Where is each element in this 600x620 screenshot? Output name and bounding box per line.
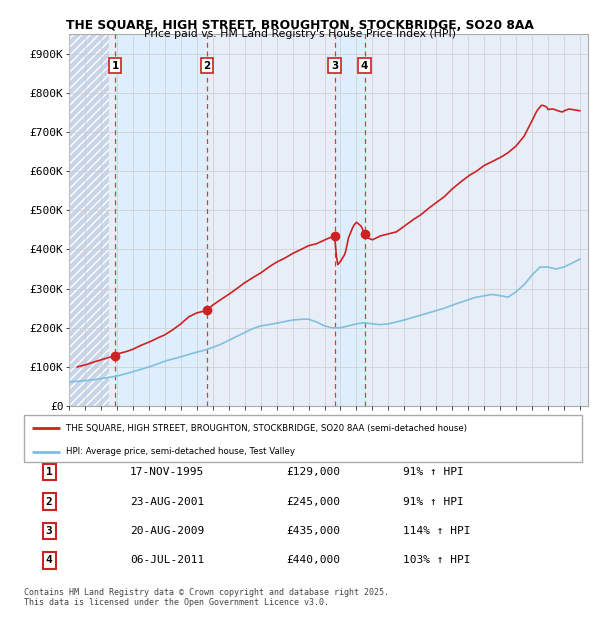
- Text: 06-JUL-2011: 06-JUL-2011: [130, 556, 204, 565]
- Text: 91% ↑ HPI: 91% ↑ HPI: [403, 467, 464, 477]
- Text: 4: 4: [361, 61, 368, 71]
- Text: 23-AUG-2001: 23-AUG-2001: [130, 497, 204, 507]
- Text: Price paid vs. HM Land Registry's House Price Index (HPI): Price paid vs. HM Land Registry's House …: [144, 29, 456, 38]
- Text: £129,000: £129,000: [286, 467, 340, 477]
- Text: 4: 4: [46, 556, 52, 565]
- Bar: [335, 34, 365, 406]
- Text: 17-NOV-1995: 17-NOV-1995: [130, 467, 204, 477]
- Text: 91% ↑ HPI: 91% ↑ HPI: [403, 497, 464, 507]
- Text: 2: 2: [46, 497, 52, 507]
- Text: 1: 1: [46, 467, 52, 477]
- Text: This data is licensed under the Open Government Licence v3.0.: This data is licensed under the Open Gov…: [24, 598, 329, 607]
- Bar: [69, 34, 109, 406]
- Text: 1: 1: [112, 61, 119, 71]
- Text: 114% ↑ HPI: 114% ↑ HPI: [403, 526, 471, 536]
- Text: 3: 3: [46, 526, 52, 536]
- Text: £245,000: £245,000: [286, 497, 340, 507]
- Bar: [115, 34, 207, 406]
- Text: 20-AUG-2009: 20-AUG-2009: [130, 526, 204, 536]
- Text: Contains HM Land Registry data © Crown copyright and database right 2025.: Contains HM Land Registry data © Crown c…: [24, 588, 389, 597]
- Text: £435,000: £435,000: [286, 526, 340, 536]
- Text: THE SQUARE, HIGH STREET, BROUGHTON, STOCKBRIDGE, SO20 8AA: THE SQUARE, HIGH STREET, BROUGHTON, STOC…: [66, 19, 534, 32]
- Text: HPI: Average price, semi-detached house, Test Valley: HPI: Average price, semi-detached house,…: [66, 447, 295, 456]
- Text: 3: 3: [331, 61, 338, 71]
- Text: THE SQUARE, HIGH STREET, BROUGHTON, STOCKBRIDGE, SO20 8AA (semi-detached house): THE SQUARE, HIGH STREET, BROUGHTON, STOC…: [66, 424, 467, 433]
- Text: 2: 2: [203, 61, 211, 71]
- Text: 103% ↑ HPI: 103% ↑ HPI: [403, 556, 471, 565]
- Text: £440,000: £440,000: [286, 556, 340, 565]
